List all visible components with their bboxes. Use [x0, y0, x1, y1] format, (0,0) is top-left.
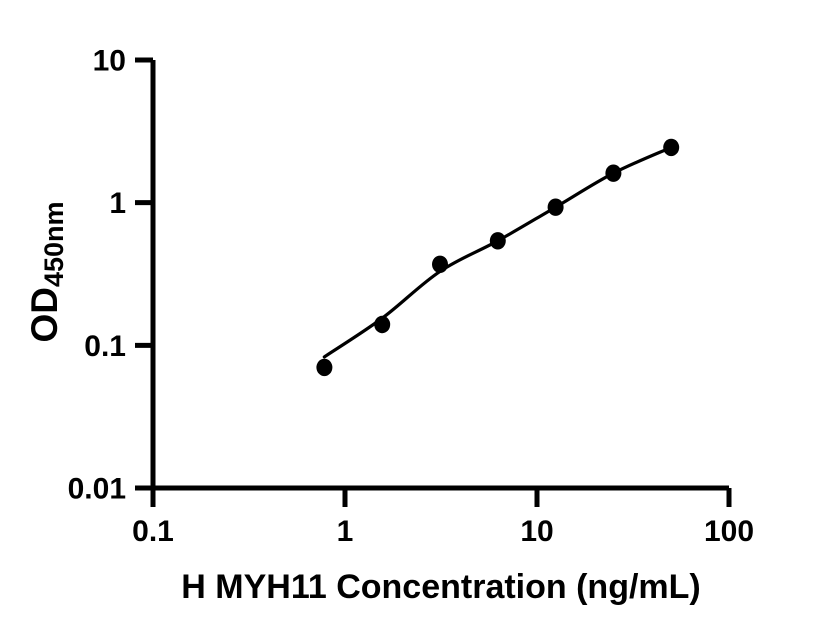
x-axis-title: H MYH11 Concentration (ng/mL) — [181, 568, 700, 606]
plot-area — [316, 138, 680, 377]
data-point — [489, 232, 506, 250]
data-point — [316, 358, 333, 377]
x-tick-label: 0.1 — [132, 515, 174, 548]
data-point — [605, 164, 622, 182]
y-tick-label: 0.1 — [84, 330, 126, 363]
y-axis-title-subscript: 450nm — [39, 201, 69, 287]
y-tick-label: 10 — [93, 45, 126, 78]
data-point — [663, 138, 680, 157]
y-tick-label: 1 — [109, 187, 126, 220]
data-point — [374, 315, 391, 334]
y-axis-title: OD450nm — [24, 201, 69, 342]
data-point — [432, 255, 448, 273]
x-tick-label: 10 — [520, 515, 553, 548]
x-tick-label: 100 — [704, 515, 754, 548]
y-tick-label: 0.01 — [68, 473, 126, 506]
y-axis-title-text: OD — [24, 287, 65, 343]
x-tick-label: 1 — [337, 515, 354, 548]
data-point — [547, 198, 564, 216]
